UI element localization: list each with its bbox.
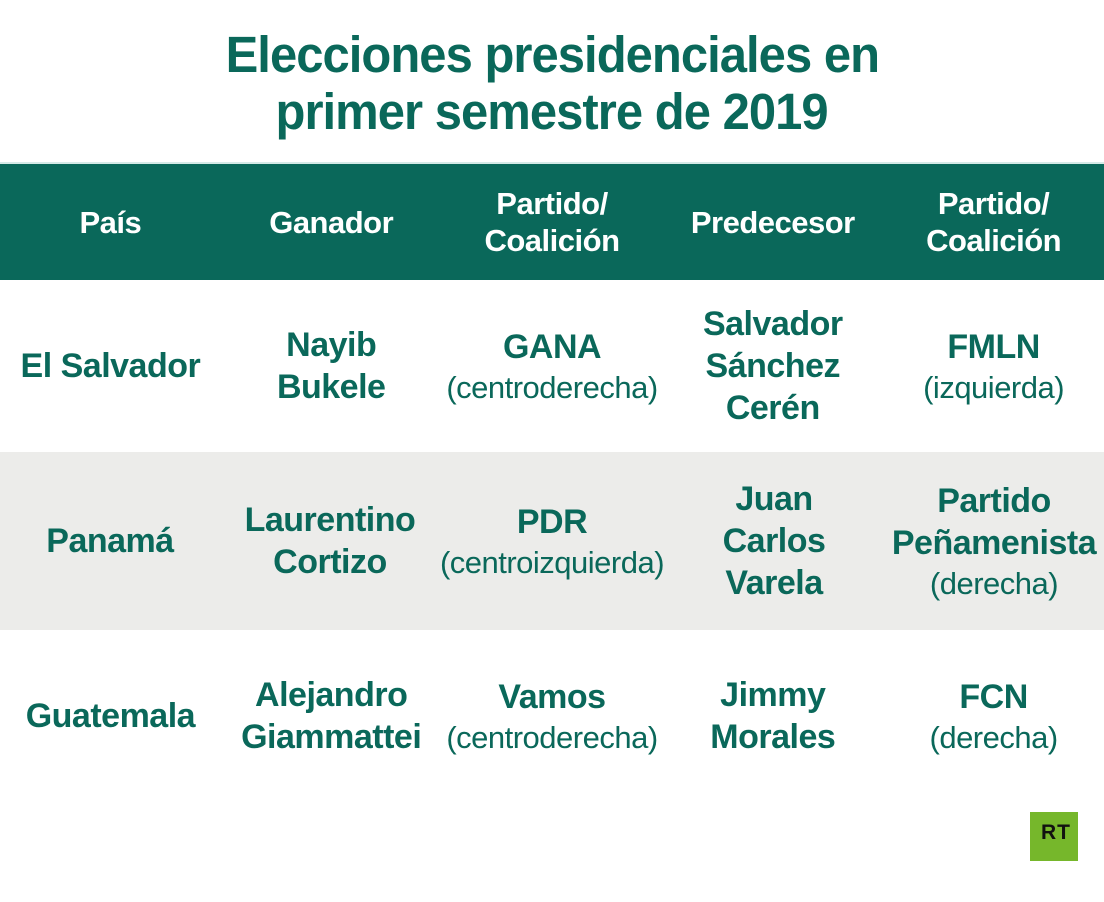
predecessor-party-orientation: (izquierda)	[923, 369, 1065, 405]
country-name: Guatemala	[25, 697, 196, 735]
winner-party-orientation: (centroderecha)	[446, 719, 658, 755]
predecessor-name: Salvador Sánchez Cerén	[702, 305, 843, 427]
column-header-predecessor-party: Partido/ Coalición	[926, 186, 1062, 258]
table-header-row: País Ganador Partido/ Coalición Predeces…	[0, 162, 1104, 280]
column-header-winner-party: Partido/ Coalición	[484, 186, 620, 258]
winner-party-name: PDR	[516, 502, 588, 541]
winner-name: Laurentino Cortizo	[244, 501, 416, 581]
cell-country: Panamá	[0, 452, 220, 630]
cell-country: Guatemala	[0, 630, 221, 802]
country-name: El Salvador	[20, 347, 201, 385]
cell-winner: Laurentino Cortizo	[220, 452, 440, 630]
cell-predecessor: Jimmy Morales	[662, 630, 883, 802]
elections-table: País Ganador Partido/ Coalición Predeces…	[0, 162, 1104, 802]
cell-winner-party: GANA (centroderecha)	[442, 280, 663, 452]
table-row: Guatemala Alejandro Giammattei Vamos (ce…	[0, 630, 1104, 802]
winner-party-orientation: (centroizquierda)	[439, 544, 665, 580]
predecessor-name: Jimmy Morales	[710, 676, 836, 756]
winner-name: Alejandro Giammattei	[241, 676, 422, 756]
predecessor-party-orientation: (derecha)	[929, 719, 1059, 755]
cell-predecessor-party: Partido Peñamenista (derecha)	[884, 452, 1104, 630]
predecessor-party-orientation: (derecha)	[929, 565, 1059, 601]
cell-winner: Nayib Bukele	[221, 280, 442, 452]
rt-logo: RT	[1030, 812, 1078, 861]
column-header-country: País	[79, 204, 142, 240]
cell-predecessor: Salvador Sánchez Cerén	[662, 280, 883, 452]
cell-predecessor: Juan Carlos Varela	[664, 452, 884, 630]
page-title-line-1: Elecciones presidenciales en	[225, 26, 879, 83]
column-header-winner: Ganador	[269, 204, 394, 240]
page-title-line-2: primer semestre de 2019	[275, 83, 829, 140]
cell-winner-party: Vamos (centroderecha)	[442, 630, 663, 802]
cell-predecessor-party: FCN (derecha)	[883, 630, 1104, 802]
predecessor-party-name: FCN	[959, 677, 1028, 716]
winner-party-name: GANA	[502, 327, 602, 366]
country-name: Panamá	[46, 522, 174, 560]
cell-winner-party: PDR (centroizquierda)	[439, 452, 665, 630]
predecessor-name: Juan Carlos Varela	[722, 480, 826, 602]
predecessor-party-name: Partido Peñamenista	[891, 481, 1097, 562]
table-row: El Salvador Nayib Bukele GANA (centroder…	[0, 280, 1104, 452]
winner-party-name: Vamos	[498, 677, 606, 716]
rt-logo-text: RT	[1041, 820, 1071, 844]
cell-country: El Salvador	[0, 280, 221, 452]
page-title: Elecciones presidenciales en primer seme…	[0, 0, 1104, 162]
winner-party-orientation: (centroderecha)	[446, 369, 658, 405]
column-header-predecessor: Predecesor	[690, 204, 855, 240]
table-row: Panamá Laurentino Cortizo PDR (centroizq…	[0, 452, 1104, 630]
winner-name: Nayib Bukele	[276, 326, 386, 406]
predecessor-party-name: FMLN	[947, 327, 1040, 366]
cell-predecessor-party: FMLN (izquierda)	[883, 280, 1104, 452]
cell-winner: Alejandro Giammattei	[221, 630, 442, 802]
